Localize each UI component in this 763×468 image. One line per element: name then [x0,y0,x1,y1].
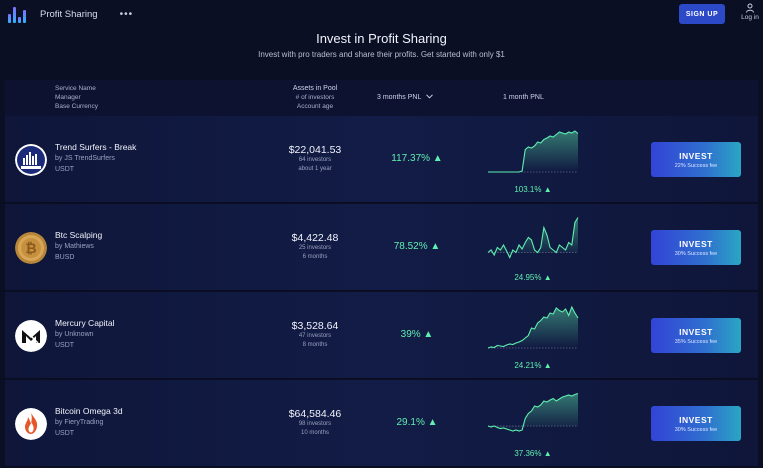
service-manager: by Mathiews [55,243,94,250]
sign-up-button[interactable]: SIGN UP [679,4,725,24]
invest-label: INVEST [679,326,713,337]
invest-button[interactable]: INVEST 30% Success fee [651,406,741,441]
bitcoin-coin-icon: ₿ [15,232,47,264]
table-header: Service Name Manager Base Currency Asset… [5,80,758,116]
sparkline-area [488,307,578,348]
header-service-name: Service Name [55,85,96,92]
service-manager: by Unknown [55,331,94,338]
success-fee: 30% Success fee [674,426,718,433]
assets-cell: $3,528.64 47 investors 8 months [275,320,355,350]
assets-cell: $64,584.46 98 investors 10 months [275,408,355,438]
invest-label: INVEST [679,150,713,161]
page-subtitle: Invest with pro traders and share their … [258,50,505,59]
user-icon [746,3,754,13]
pnl-3-months: 29.1% ▲ [396,417,438,428]
assets-amount: $4,422.48 [291,232,339,244]
pnl-sparkline [487,305,579,349]
top-bar: Profit Sharing ••• [0,0,763,28]
service-name[interactable]: Mercury Capital [55,318,115,328]
sparkline-line [487,305,579,349]
header-assets-in-pool: Assets in Pool [292,85,338,92]
account-age: 10 months [300,430,330,436]
pnl-sparkline [487,217,579,259]
investor-count: 98 investors [298,421,332,427]
invest-label: INVEST [679,238,713,249]
assets-cell: $22,041.53 64 investors about 1 year [275,144,355,174]
header-assets: Assets in Pool # of investors Account ag… [280,84,350,111]
service-manager: by FieryTrading [55,419,104,426]
pnl-sparkline [487,392,579,432]
assets-amount: $3,528.64 [291,320,339,332]
chevron-down-icon [426,94,433,99]
service-row[interactable]: Mercury Capital by Unknown USDT $3,528.6… [5,292,758,379]
page-title: Invest in Profit Sharing [316,31,447,46]
success-fee: 35% Success fee [674,338,718,345]
service-manager: by JS TrendSurfers [55,155,115,162]
service-currency: BUSD [55,254,75,261]
account-age: 6 months [302,254,328,260]
header-3-months-pnl-sort[interactable]: 3 months PNL [377,93,433,102]
pnl-sparkline [488,130,579,173]
header-base-currency: Base Currency [55,103,98,110]
invest-label: INVEST [679,414,713,425]
header-service: Service Name Manager Base Currency [55,84,98,111]
more-menu-icon[interactable]: ••• [119,8,134,20]
sparkline-line [487,217,579,259]
assets-amount: $64,584.46 [288,408,342,420]
sparkline-line [487,392,579,432]
header-manager: Manager [55,94,81,101]
header-1-month-pnl: 1 month PNL [503,94,544,101]
assets-cell: $4,422.48 25 investors 6 months [275,232,355,262]
service-currency: USDT [55,166,75,173]
pnl-1-month: 37.36% ▲ [514,449,552,458]
pnl-1-month: 24.95% ▲ [514,273,552,282]
pnl-3-months: 78.52% ▲ [393,241,441,252]
service-currency: USDT [55,430,75,437]
investor-count: 47 investors [298,333,332,339]
assets-amount: $22,041.53 [288,144,342,156]
service-row[interactable]: ₿ Btc Scalping by Mathiews BUSD $4,422.4… [5,204,758,291]
account-age: 8 months [302,342,328,348]
mercury-capital-logo-icon [15,320,47,352]
pnl-1-month: 24.21% ▲ [514,361,552,370]
invest-button[interactable]: INVEST 22% Success fee [651,142,741,177]
trend-surfers-logo-icon [15,144,47,176]
log-in-label: Log in [741,14,759,21]
pnl-1-month: 103.1% ▲ [514,185,552,194]
service-row[interactable]: Trend Surfers - Break by JS TrendSurfers… [5,116,758,203]
header-account-age: Account age [296,103,334,110]
service-name[interactable]: Btc Scalping [55,230,103,240]
sparkline-line [488,130,579,173]
invest-button[interactable]: INVEST 30% Success fee [651,230,741,265]
header-investors: # of investors [295,94,335,101]
logo-icon[interactable] [8,5,26,23]
service-currency: USDT [55,342,75,349]
invest-button[interactable]: INVEST 35% Success fee [651,318,741,353]
account-age: about 1 year [298,166,332,172]
investor-count: 64 investors [298,157,332,163]
service-name[interactable]: Trend Surfers - Break [55,142,137,152]
log-in-button[interactable]: Log in [738,3,762,21]
sparkline-area [488,131,578,172]
pnl-3-months: 39% ▲ [400,329,434,340]
service-name[interactable]: Bitcoin Omega 3d [55,406,123,416]
pnl-3-months: 117.37% ▲ [391,153,443,164]
brand-title[interactable]: Profit Sharing [40,8,98,20]
sparkline-area [488,393,578,431]
service-row[interactable]: Bitcoin Omega 3d by FieryTrading USDT $6… [5,380,758,467]
investor-count: 25 investors [298,245,332,251]
flame-logo-icon [15,408,47,440]
svg-text:₿: ₿ [25,241,36,257]
success-fee: 22% Success fee [674,162,718,169]
header-3-months-pnl: 3 months PNL [377,94,422,101]
success-fee: 30% Success fee [674,250,718,257]
sparkline-area [488,217,578,258]
